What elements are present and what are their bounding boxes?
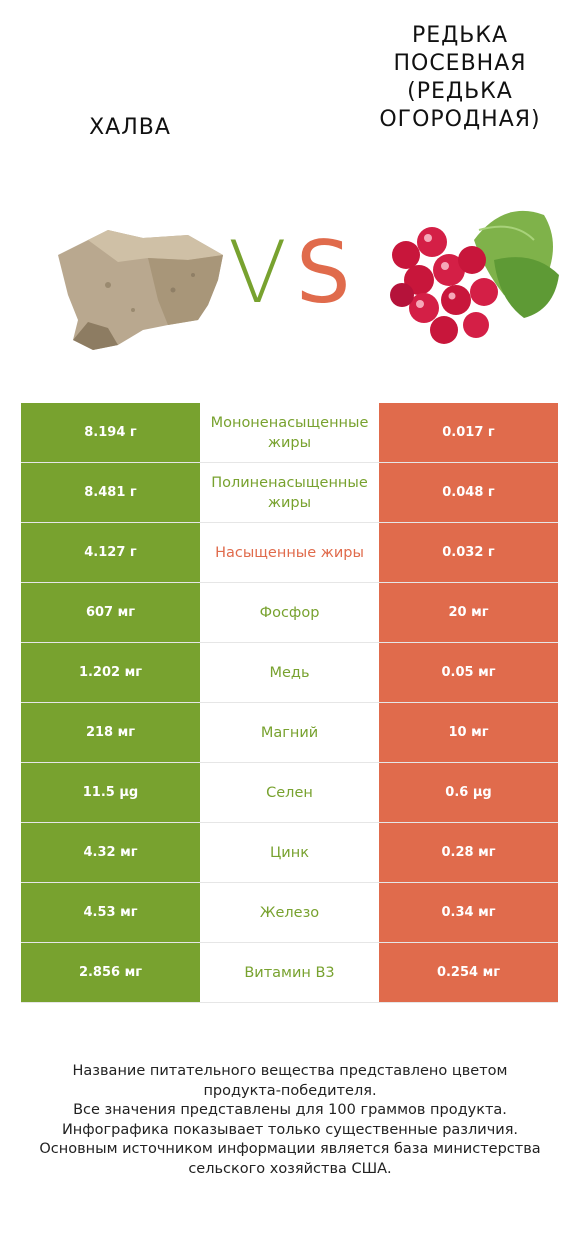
left-value: 607 мг <box>21 582 200 643</box>
left-value: 8.481 г <box>21 462 200 523</box>
right-value: 10 мг <box>379 702 558 763</box>
right-value: 0.28 мг <box>379 822 558 883</box>
left-value: 4.53 мг <box>21 882 200 943</box>
nutrient-name-cell: Мононенасыщенные жиры <box>200 403 379 463</box>
comparison-header: V S <box>0 190 580 360</box>
footer-line: сельского хозяйства США. <box>188 1160 392 1177</box>
left-value: 4.32 мг <box>21 822 200 883</box>
left-value: 8.194 г <box>21 403 200 463</box>
table-row: 4.53 мг Железо 0.34 мг <box>21 882 558 943</box>
table-row: 607 мг Фосфор 20 мг <box>21 582 558 643</box>
nutrient-name: Селен <box>266 784 313 801</box>
table-row: 4.127 г Насыщенные жиры 0.032 г <box>21 522 558 583</box>
nutrient-name-cell: Витамин B3 <box>200 942 379 1003</box>
nutrient-name: Магний <box>260 724 319 741</box>
right-value: 0.05 мг <box>379 642 558 703</box>
vs-letter-v: V <box>228 223 287 323</box>
left-value: 2.856 мг <box>21 942 200 1003</box>
footer-line: Инфографика показывает только существенн… <box>61 1121 519 1138</box>
left-food-title: Халва <box>89 115 171 140</box>
footer-note: Название питательного вещества представл… <box>20 1062 560 1179</box>
nutrient-name: Витамин B3 <box>244 964 335 981</box>
right-value: 0.6 µg <box>379 762 558 823</box>
halva-image <box>58 230 223 350</box>
table-row: 11.5 µg Селен 0.6 µg <box>21 762 558 823</box>
vs-letter-s: S <box>296 223 351 323</box>
comparison-table: 8.194 г Мононенасыщенные жиры 0.017 г 8.481… <box>21 403 558 1003</box>
nutrient-name: Полиненасыщенные жиры <box>211 474 368 511</box>
footer-line: Название питательного вещества представл… <box>72 1063 508 1079</box>
radish-image <box>390 210 559 344</box>
nutrient-name-cell: Селен <box>200 762 379 823</box>
footer-line: Все значения представлены для 100 граммо… <box>73 1102 507 1118</box>
right-food-title: Редька посевная (Редька огородная) <box>379 23 541 132</box>
nutrient-name: Железо <box>259 904 320 921</box>
left-value: 218 мг <box>21 702 200 763</box>
right-value: 0.032 г <box>379 522 558 583</box>
footer-line: продукта-победителя. <box>203 1082 377 1099</box>
table-row: 2.856 мг Витамин B3 0.254 мг <box>21 942 558 1003</box>
right-value: 0.254 мг <box>379 942 558 1003</box>
nutrient-name-cell: Фосфор <box>200 582 379 643</box>
table-row: 1.202 мг Медь 0.05 мг <box>21 642 558 703</box>
nutrient-name: Медь <box>269 664 310 681</box>
table-row: 4.32 мг Цинк 0.28 мг <box>21 822 558 883</box>
right-value: 0.048 г <box>379 462 558 523</box>
table-row: 218 мг Магний 10 мг <box>21 702 558 763</box>
nutrient-name-cell: Цинк <box>200 822 379 883</box>
nutrient-name-cell: Насыщенные жиры <box>200 522 379 583</box>
right-value: 20 мг <box>379 582 558 643</box>
nutrient-name: Цинк <box>270 844 309 861</box>
nutrient-name-cell: Железо <box>200 882 379 943</box>
table-row: 8.481 г Полиненасыщенные жиры 0.048 г <box>21 462 558 523</box>
table-row: 8.194 г Мононенасыщенные жиры 0.017 г <box>21 403 558 463</box>
right-value: 0.34 мг <box>379 882 558 943</box>
left-value: 4.127 г <box>21 522 200 583</box>
nutrient-name-cell: Медь <box>200 642 379 703</box>
nutrient-name: Насыщенные жиры <box>215 544 364 561</box>
nutrient-name: Фосфор <box>259 604 320 621</box>
right-value: 0.017 г <box>379 403 558 463</box>
footer-line: Основным источником информации является … <box>39 1141 541 1157</box>
nutrient-name: Мононенасыщенные жиры <box>210 414 369 451</box>
left-value: 11.5 µg <box>21 762 200 823</box>
nutrient-name-cell: Магний <box>200 702 379 763</box>
nutrient-name-cell: Полиненасыщенные жиры <box>200 462 379 523</box>
left-value: 1.202 мг <box>21 642 200 703</box>
